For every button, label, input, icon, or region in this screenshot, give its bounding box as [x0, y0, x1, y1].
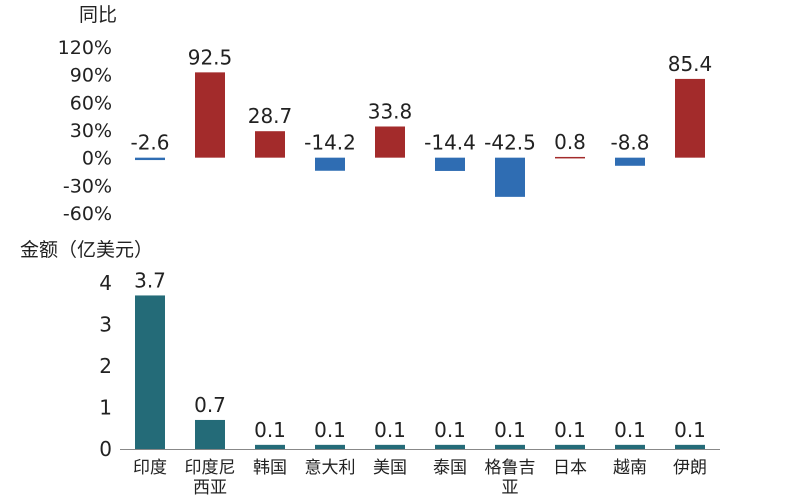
bottom-bar-韩国 — [255, 444, 285, 449]
bottom-y-tick-label: 0 — [99, 437, 112, 461]
category-label: 西亚 — [193, 478, 227, 498]
bottom-data-label: 0.1 — [254, 418, 286, 442]
bottom-bar-泰国 — [435, 444, 465, 449]
top-data-label: 28.7 — [248, 104, 293, 128]
top-bar-印度尼西亚 — [195, 72, 225, 158]
top-y-tick-label: 60% — [70, 92, 112, 114]
category-label: 美国 — [373, 458, 407, 478]
top-bar-韩国 — [255, 131, 285, 158]
bottom-y-axis-ticks: 4 3 2 1 0 — [99, 271, 112, 461]
top-bar-美国 — [375, 126, 405, 158]
top-data-label: -42.5 — [484, 131, 536, 155]
top-data-label: 0.8 — [554, 130, 586, 154]
top-bar-日本 — [555, 156, 585, 159]
category-label: 意大利 — [305, 458, 356, 478]
bottom-y-tick-label: 2 — [99, 354, 112, 378]
bottom-y-tick-label: 4 — [99, 271, 112, 295]
top-data-label: -2.6 — [130, 131, 169, 155]
top-y-tick-label: 120% — [58, 37, 112, 59]
category-label: 格鲁吉 — [485, 458, 536, 478]
top-data-label: 33.8 — [368, 99, 413, 123]
bottom-data-label: 0.1 — [374, 418, 406, 442]
top-bar-伊朗 — [675, 78, 705, 158]
top-bar-意大利 — [315, 157, 345, 171]
top-data-label: -14.2 — [304, 131, 356, 155]
category-label: 印度尼 — [185, 458, 236, 478]
bottom-data-label: 0.7 — [194, 393, 226, 417]
category-label: 伊朗 — [673, 458, 707, 478]
top-y-axis-ticks: 120% 90% 60% 30% 0% -30% -60% — [58, 37, 112, 225]
top-data-labels: -2.6 92.5 28.7 -14.2 33.8 -14.4 -42.5 0.8 -8.8 85… — [130, 45, 712, 154]
top-y-tick-label: 90% — [70, 65, 112, 87]
top-y-tick-label: -30% — [63, 175, 112, 197]
bottom-y-tick-label: 3 — [99, 313, 112, 337]
top-bar-越南 — [615, 157, 645, 166]
category-label: 越南 — [613, 458, 647, 478]
top-data-label: 92.5 — [188, 45, 233, 69]
bottom-y-tick-label: 1 — [99, 396, 112, 420]
bottom-data-label: 0.1 — [494, 418, 526, 442]
top-data-label: -14.4 — [424, 131, 476, 155]
bottom-data-labels: 3.7 0.7 0.1 0.1 0.1 0.1 0.1 0.1 0.1 0.1 — [134, 268, 706, 441]
category-label: 印度 — [133, 458, 167, 478]
bottom-bar-伊朗 — [675, 444, 705, 449]
top-chart-ylabel: 同比 — [79, 4, 117, 26]
bottom-data-label: 3.7 — [134, 268, 166, 292]
bottom-bar-印度 — [135, 295, 165, 449]
top-bar-格鲁吉亚 — [495, 157, 525, 197]
top-y-tick-label: -60% — [63, 203, 112, 225]
category-label: 韩国 — [253, 458, 287, 478]
bottom-bar-越南 — [615, 444, 645, 449]
bottom-data-label: 0.1 — [614, 418, 646, 442]
bottom-bar-意大利 — [315, 444, 345, 449]
bottom-data-label: 0.1 — [554, 418, 586, 442]
top-bar-印度 — [135, 157, 165, 161]
category-label: 亚 — [502, 478, 519, 498]
bottom-bar-格鲁吉亚 — [495, 444, 525, 449]
bottom-bar-日本 — [555, 444, 585, 449]
top-y-tick-label: 0% — [82, 148, 112, 170]
category-label: 泰国 — [433, 458, 467, 478]
top-bars — [135, 72, 705, 197]
bottom-bars — [135, 295, 705, 449]
top-data-label: 85.4 — [668, 52, 713, 76]
bottom-data-label: 0.1 — [434, 418, 466, 442]
bottom-data-label: 0.1 — [314, 418, 346, 442]
top-data-label: -8.8 — [610, 131, 649, 155]
bottom-data-label: 0.1 — [674, 418, 706, 442]
category-label: 日本 — [553, 458, 587, 478]
top-y-tick-label: 30% — [70, 120, 112, 142]
bottom-bar-印度尼西亚 — [195, 419, 225, 449]
bottom-bar-美国 — [375, 444, 405, 449]
bottom-chart-ylabel: 金额（亿美元） — [20, 239, 153, 261]
top-bar-泰国 — [435, 157, 465, 171]
